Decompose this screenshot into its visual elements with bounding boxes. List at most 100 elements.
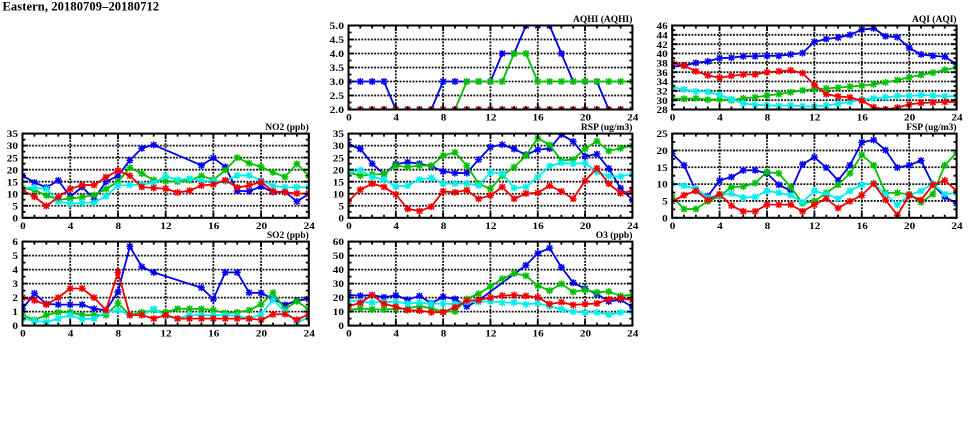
- svg-text:4: 4: [12, 266, 18, 276]
- svg-text:12: 12: [485, 114, 496, 124]
- svg-text:20: 20: [657, 147, 668, 157]
- svg-text:3.0: 3.0: [330, 78, 345, 88]
- svg-text:10: 10: [7, 190, 18, 200]
- svg-text:2: 2: [12, 294, 18, 304]
- svg-text:16: 16: [533, 222, 544, 232]
- svg-text:28: 28: [657, 106, 668, 116]
- svg-text:0: 0: [338, 322, 344, 332]
- svg-text:12: 12: [485, 222, 496, 232]
- svg-text:24: 24: [627, 222, 638, 232]
- svg-text:24: 24: [627, 330, 638, 340]
- svg-text:50: 50: [333, 252, 344, 262]
- svg-text:36: 36: [657, 69, 668, 79]
- svg-text:4: 4: [717, 222, 723, 232]
- svg-text:0: 0: [662, 214, 668, 224]
- svg-text:24: 24: [951, 222, 962, 232]
- svg-text:10: 10: [657, 181, 668, 191]
- svg-text:20: 20: [333, 294, 344, 304]
- svg-text:20: 20: [256, 330, 267, 340]
- svg-text:0: 0: [20, 330, 26, 340]
- svg-text:16: 16: [208, 222, 219, 232]
- svg-text:5: 5: [12, 252, 18, 262]
- svg-text:20: 20: [333, 166, 344, 176]
- svg-text:0: 0: [12, 214, 18, 224]
- svg-text:3.5: 3.5: [330, 64, 345, 74]
- svg-text:4.0: 4.0: [330, 50, 345, 60]
- svg-text:46: 46: [657, 22, 668, 32]
- svg-text:24: 24: [304, 222, 315, 232]
- svg-text:2.0: 2.0: [330, 106, 345, 116]
- svg-text:0: 0: [670, 222, 676, 232]
- svg-text:0: 0: [20, 222, 26, 232]
- svg-text:SO2 (ppb): SO2 (ppb): [267, 230, 309, 241]
- svg-text:Eastern, 20180709–20180712: Eastern, 20180709–20180712: [3, 0, 160, 14]
- svg-text:25: 25: [657, 130, 668, 140]
- svg-text:5.0: 5.0: [330, 22, 345, 32]
- svg-text:8: 8: [765, 222, 771, 232]
- svg-text:1: 1: [12, 308, 18, 318]
- svg-text:12: 12: [809, 114, 820, 124]
- svg-text:38: 38: [657, 59, 668, 69]
- svg-text:60: 60: [333, 238, 344, 248]
- svg-text:15: 15: [7, 178, 18, 188]
- svg-text:25: 25: [7, 154, 18, 164]
- svg-text:4: 4: [717, 114, 723, 124]
- svg-text:AQI (AQI): AQI (AQI): [912, 14, 957, 25]
- svg-text:0: 0: [12, 322, 18, 332]
- svg-text:0: 0: [670, 114, 676, 124]
- svg-text:4: 4: [393, 222, 399, 232]
- svg-text:8: 8: [116, 222, 122, 232]
- svg-text:16: 16: [533, 114, 544, 124]
- svg-text:20: 20: [256, 222, 267, 232]
- svg-text:20: 20: [904, 222, 915, 232]
- svg-text:24: 24: [951, 114, 962, 124]
- svg-text:4: 4: [393, 330, 399, 340]
- svg-text:6: 6: [12, 238, 18, 248]
- svg-text:4: 4: [68, 330, 74, 340]
- svg-text:0: 0: [338, 214, 344, 224]
- svg-text:4.5: 4.5: [330, 36, 345, 46]
- svg-text:0: 0: [346, 222, 352, 232]
- svg-text:30: 30: [7, 142, 18, 152]
- svg-text:0: 0: [346, 114, 352, 124]
- svg-text:4: 4: [393, 114, 399, 124]
- svg-text:44: 44: [657, 31, 668, 41]
- svg-text:25: 25: [333, 154, 344, 164]
- svg-text:30: 30: [333, 142, 344, 152]
- svg-text:12: 12: [160, 330, 171, 340]
- svg-text:RSP (ug/m3): RSP (ug/m3): [581, 122, 632, 133]
- svg-text:24: 24: [627, 114, 638, 124]
- svg-text:8: 8: [441, 114, 447, 124]
- svg-text:0: 0: [346, 330, 352, 340]
- svg-text:5: 5: [338, 202, 344, 212]
- svg-text:15: 15: [333, 178, 344, 188]
- svg-text:20: 20: [904, 114, 915, 124]
- svg-text:32: 32: [657, 87, 668, 97]
- svg-text:10: 10: [333, 308, 344, 318]
- svg-text:35: 35: [333, 130, 344, 140]
- svg-text:35: 35: [7, 130, 18, 140]
- svg-text:16: 16: [857, 114, 868, 124]
- svg-text:8: 8: [441, 222, 447, 232]
- svg-text:O3 (ppb): O3 (ppb): [596, 230, 633, 241]
- svg-text:NO2 (ppb): NO2 (ppb): [265, 122, 309, 133]
- svg-text:16: 16: [533, 330, 544, 340]
- svg-text:40: 40: [333, 266, 344, 276]
- svg-text:20: 20: [580, 330, 591, 340]
- svg-text:5: 5: [12, 202, 18, 212]
- svg-text:20: 20: [580, 114, 591, 124]
- svg-text:40: 40: [657, 50, 668, 60]
- svg-text:8: 8: [765, 114, 771, 124]
- svg-text:FSP (ug/m3): FSP (ug/m3): [906, 122, 956, 133]
- svg-text:20: 20: [7, 166, 18, 176]
- svg-text:24: 24: [304, 330, 315, 340]
- svg-text:12: 12: [809, 222, 820, 232]
- svg-text:15: 15: [657, 164, 668, 174]
- svg-text:12: 12: [160, 222, 171, 232]
- svg-text:3: 3: [12, 280, 18, 290]
- svg-text:AQHI (AQHI): AQHI (AQHI): [573, 14, 632, 25]
- svg-text:10: 10: [333, 190, 344, 200]
- svg-text:12: 12: [485, 330, 496, 340]
- svg-text:20: 20: [580, 222, 591, 232]
- svg-text:30: 30: [657, 97, 668, 107]
